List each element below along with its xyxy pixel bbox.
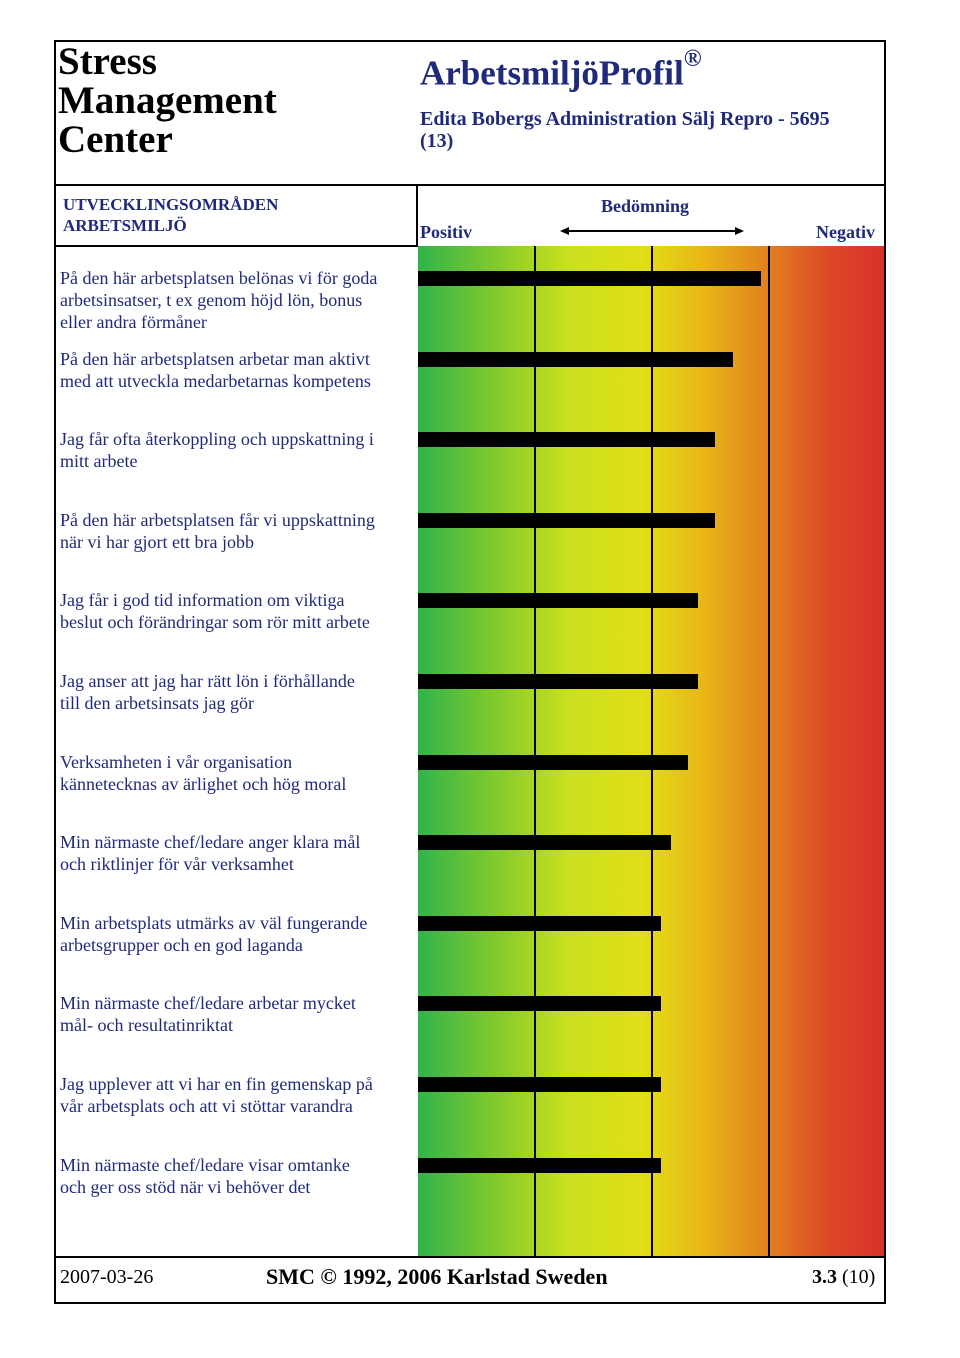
statement-label: På den här arbetsplatsen får vi uppskatt… — [60, 509, 415, 553]
statement-label: På den här arbetsplatsen arbetar man akt… — [60, 348, 415, 392]
statement-label-line: Min närmaste chef/ledare arbetar mycket — [60, 993, 356, 1014]
statement-label-line: eller andra förmåner — [60, 312, 207, 332]
statement-label: På den här arbetsplatsen belönas vi för … — [60, 267, 415, 333]
section-heading: UTVECKLINGSOMRÅDEN ARBETSMILJÖ — [63, 195, 279, 235]
statement-label: Jag får ofta återkoppling och uppskattni… — [60, 428, 415, 472]
rating-bar — [418, 1157, 661, 1173]
rating-bar — [418, 1077, 661, 1092]
app-title: ArbetsmiljöProfil® — [420, 46, 702, 93]
statement-label-line: Jag får i god tid information om viktiga — [60, 590, 345, 611]
report-subtitle: Edita Bobergs Administration Sälj Repro … — [420, 108, 830, 152]
rating-bar — [418, 593, 698, 609]
statement-label: Jag upplever att vi har en fin gemenskap… — [60, 1073, 415, 1117]
statement-label-line: Verksamheten i vår organisation — [60, 751, 293, 772]
scale-gridline — [651, 246, 653, 1257]
statement-label: Verksamheten i vår organisation känneteck… — [60, 751, 415, 795]
rating-bar — [418, 432, 715, 448]
org-name: Stress Management Center — [58, 40, 277, 161]
rating-bar — [418, 915, 661, 931]
statement-label-line: Jag får ofta återkoppling och uppskattni… — [60, 429, 374, 450]
statement-label-line: vår arbetsplats och att vi stöttar varan… — [60, 1096, 353, 1116]
scale-positive-label: Positiv — [420, 222, 472, 242]
statement-label-line: och ger oss stöd när vi behöver det — [60, 1176, 311, 1197]
statement-label-line: arbetsgrupper och en god laganda — [60, 934, 303, 955]
statement-label-line: Min närmaste chef/ledare visar omtanke — [60, 1154, 350, 1175]
statement-label: Min närmaste chef/ledare anger klara mål… — [60, 831, 415, 875]
statement-label-line: Min arbetsplats utmärks av väl fungerand… — [60, 912, 368, 933]
statement-label-line: Jag anser att jag har rätt lön i förhåll… — [60, 671, 355, 691]
statement-label-line: beslut och förändringar som rör mitt arb… — [60, 612, 370, 633]
scale-gridline — [768, 246, 770, 1257]
statement-label-line: arbetsinsatser, t ex genom höjd lön, bon… — [60, 290, 363, 310]
rating-bar — [418, 754, 688, 770]
statement-label: Min närmaste chef/ledare arbetar mycket m… — [60, 992, 415, 1036]
statement-label-line: kännetecknas av ärlighet och hög moral — [60, 773, 347, 794]
rating-bar — [418, 271, 761, 286]
statement-label-line: mitt arbete — [60, 451, 138, 472]
statement-label-line: till den arbetsinsats jag gör — [60, 693, 254, 713]
header-vertical-divider — [416, 184, 418, 247]
scale-negative-label: Negativ — [816, 222, 875, 242]
statement-label: Min närmaste chef/ledare visar omtanke oc… — [60, 1154, 415, 1198]
statement-label-line: På den här arbetsplatsen får vi uppskatt… — [60, 509, 375, 530]
page-frame — [54, 40, 886, 1304]
footer-copyright: SMC © 1992, 2006 Karlstad Sweden — [266, 1264, 608, 1289]
rating-bar — [418, 996, 661, 1012]
statement-label-line: På den här arbetsplatsen belönas vi för … — [60, 268, 378, 288]
header-divider — [54, 184, 886, 186]
statement-label-line: På den här arbetsplatsen arbetar man akt… — [60, 348, 370, 369]
rating-bar — [418, 835, 671, 851]
double-arrow-icon — [560, 227, 744, 235]
footer-divider — [54, 1256, 886, 1258]
statement-label-line: Jag upplever att vi har en fin gemenskap… — [60, 1074, 373, 1094]
rating-bar — [418, 674, 698, 689]
statement-label-line: mål- och resultatinriktat — [60, 1015, 233, 1036]
scale-gridline — [534, 246, 536, 1257]
rating-bar — [418, 512, 715, 528]
statement-label: Jag anser att jag har rätt lön i förhåll… — [60, 670, 415, 714]
statement-label-line: när vi har gjort ett bra jobb — [60, 531, 254, 552]
statement-label: Jag får i god tid information om viktiga… — [60, 589, 415, 633]
footer-date: 2007-03-26 — [60, 1266, 154, 1288]
statement-label-line: och riktlinjer för vår verksamhet — [60, 854, 294, 875]
footer-page: 3.3 (10) — [812, 1266, 876, 1288]
subheader-divider — [54, 245, 418, 247]
rating-bar — [418, 351, 733, 367]
statement-label: Min arbetsplats utmärks av väl fungerand… — [60, 912, 415, 956]
statement-label-line: Min närmaste chef/ledare anger klara mål — [60, 832, 361, 853]
statement-label-line: med att utveckla medarbetarnas kompetens — [60, 370, 371, 391]
scale-heading: Bedömning — [601, 196, 690, 216]
